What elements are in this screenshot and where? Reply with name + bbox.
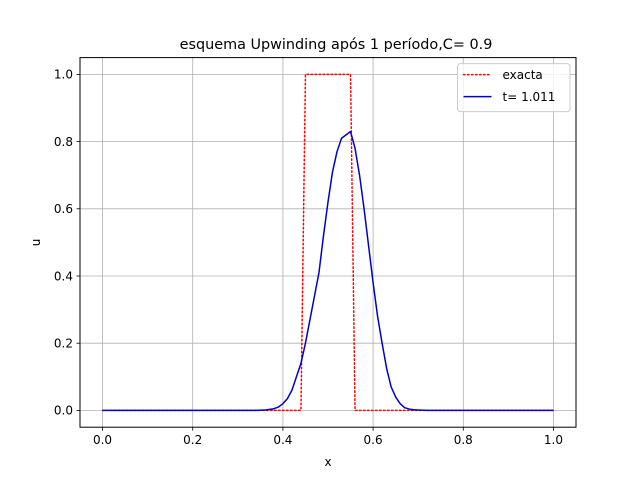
y-tick-label: 1.0 [54,68,73,82]
legend-label: t= 1.011 [503,90,556,104]
series-layer [101,73,555,412]
x-tick-label: 0.4 [273,433,292,447]
y-tick-label: 0.4 [54,269,73,283]
x-tick-label: 0.8 [454,433,473,447]
legend: exacta t= 1.011 [457,63,571,113]
y-tick-label: 0.2 [54,337,73,351]
y-axis-label: u [29,239,43,247]
x-tick-label: 0.0 [93,433,112,447]
chart-title: esquema Upwinding após 1 período,C= 0.9 [180,37,493,53]
ticks: 0.0 0.2 0.4 0.6 0.8 1.0 0.0 0.2 0.4 0.6 0.8 1.0 [54,68,563,448]
x-tick-label: 0.2 [183,433,202,447]
x-tick-label: 0.6 [364,433,383,447]
y-tick-label: 0.8 [54,135,73,149]
x-axis-label: x [324,455,331,469]
series-line-exacta [101,73,555,412]
y-tick-label: 0.6 [54,202,73,216]
grid [80,57,576,428]
y-tick-label: 0.0 [54,404,73,418]
legend-label: exacta [503,68,543,82]
x-tick-label: 1.0 [544,433,563,447]
legend-box [457,63,571,113]
plot-frame [79,57,577,428]
series-line-numeric [102,130,554,412]
